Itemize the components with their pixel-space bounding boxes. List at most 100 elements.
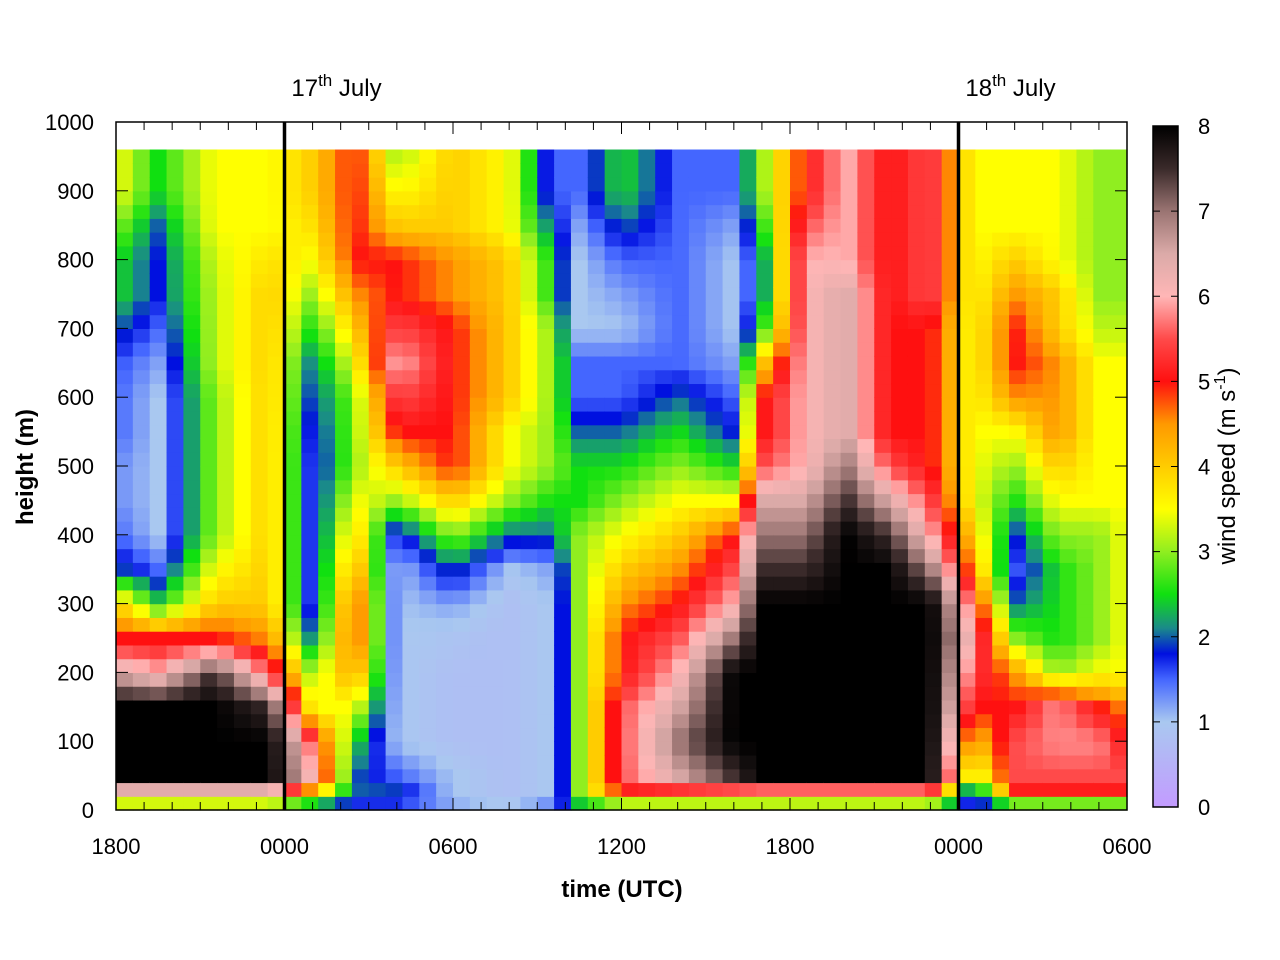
heatmap-cell (604, 232, 623, 247)
heatmap-cell (335, 149, 353, 164)
heatmap-cell (958, 438, 976, 453)
heatmap-cell (992, 493, 1010, 508)
heatmap-cell (1025, 562, 1044, 577)
heatmap-cell (537, 190, 555, 206)
heatmap-cell (537, 424, 555, 440)
heatmap-cell (739, 576, 757, 591)
heatmap-cell (200, 479, 218, 495)
heatmap-cell (992, 204, 1010, 219)
heatmap-cell (655, 410, 673, 426)
heatmap-cell (132, 617, 151, 632)
heatmap-cell (1093, 452, 1111, 467)
heatmap-cell (756, 521, 774, 536)
heatmap-cell (469, 245, 488, 261)
heatmap-cell (857, 287, 875, 302)
heatmap-cell (149, 410, 168, 426)
heatmap-cell (402, 672, 420, 687)
heatmap-cell (402, 397, 420, 412)
heatmap-cell (200, 383, 218, 398)
heatmap-cell (638, 300, 656, 316)
heatmap-cell (1042, 521, 1061, 536)
heatmap-cell (183, 796, 201, 811)
heatmap-cell (570, 245, 589, 261)
heatmap-cell (840, 259, 858, 274)
heatmap-cell (1076, 548, 1094, 563)
heatmap-cell (773, 631, 791, 646)
heatmap-cell (688, 631, 707, 646)
heatmap-cell (672, 438, 690, 453)
heatmap-cell (638, 342, 656, 357)
heatmap-cell (436, 355, 454, 371)
heatmap-cell (301, 479, 319, 495)
heatmap-cell (1009, 190, 1027, 206)
heatmap-cell (132, 300, 151, 316)
heatmap-cell (554, 631, 572, 646)
heatmap-cell (604, 177, 623, 192)
heatmap-cell (149, 342, 168, 357)
heatmap-cell (351, 466, 370, 481)
heatmap-cell (907, 149, 926, 164)
heatmap-cell (655, 245, 673, 261)
heatmap-cell (537, 466, 555, 481)
heatmap-cell (958, 741, 976, 756)
heatmap-cell (385, 300, 404, 316)
heatmap-cell (301, 754, 319, 770)
heatmap-cell (1025, 438, 1044, 453)
heatmap-cell (1076, 521, 1094, 536)
heatmap-cell (958, 204, 976, 219)
heatmap-cell (233, 149, 252, 164)
heatmap-cell (1009, 314, 1027, 329)
heatmap-cell (857, 232, 875, 247)
heatmap-cell (840, 727, 858, 742)
plot-frame (115, 121, 1128, 811)
heatmap-cell (992, 562, 1010, 577)
heatmap-cell (419, 259, 437, 274)
heatmap-cell (992, 782, 1010, 797)
x-axis-title: time (UTC) (561, 876, 682, 903)
heatmap-cell (924, 287, 943, 302)
heatmap-cell (924, 768, 943, 784)
heatmap-cell (200, 782, 218, 797)
heatmap-cell (739, 644, 757, 660)
heatmap-cell (705, 342, 724, 357)
heatmap-cell (1009, 521, 1027, 536)
heatmap-cell (166, 631, 184, 646)
heatmap-cell (672, 589, 690, 605)
heatmap-cell (486, 631, 505, 646)
heatmap-cell (857, 300, 875, 316)
heatmap-cell (1110, 562, 1128, 577)
heatmap-cell (1042, 314, 1061, 329)
heatmap-cell (233, 204, 252, 219)
heatmap-cell (200, 603, 218, 618)
heatmap-cell (183, 177, 201, 192)
heatmap-cell (756, 300, 774, 316)
heatmap-cell (722, 204, 741, 219)
heatmap-cell (958, 479, 976, 495)
heatmap-cell (469, 232, 488, 247)
heatmap-cell (638, 782, 656, 797)
heatmap-cell (132, 424, 151, 440)
heatmap-cell (840, 232, 858, 247)
heatmap-cell (975, 658, 993, 673)
heatmap-cell (351, 204, 370, 219)
heatmap-cell (351, 273, 370, 288)
heatmap-cell (486, 369, 505, 385)
heatmap-cell (436, 603, 454, 618)
heatmap-cell (688, 521, 707, 536)
heatmap-cell (554, 548, 572, 563)
heatmap-cell (874, 328, 892, 343)
heatmap-cell (453, 190, 471, 206)
heatmap-cell (739, 410, 757, 426)
heatmap-cell (739, 190, 757, 206)
heatmap-cell (183, 232, 201, 247)
heatmap-cell (857, 438, 875, 453)
heatmap-cell (183, 163, 201, 178)
heatmap-cell (621, 741, 639, 756)
heatmap-cell (570, 149, 589, 164)
heatmap-cell (823, 603, 842, 618)
heatmap-cell (907, 383, 926, 398)
heatmap-cell (250, 259, 269, 274)
heatmap-cell (924, 686, 943, 701)
heatmap-cell (638, 699, 656, 715)
heatmap-cell (116, 754, 134, 770)
